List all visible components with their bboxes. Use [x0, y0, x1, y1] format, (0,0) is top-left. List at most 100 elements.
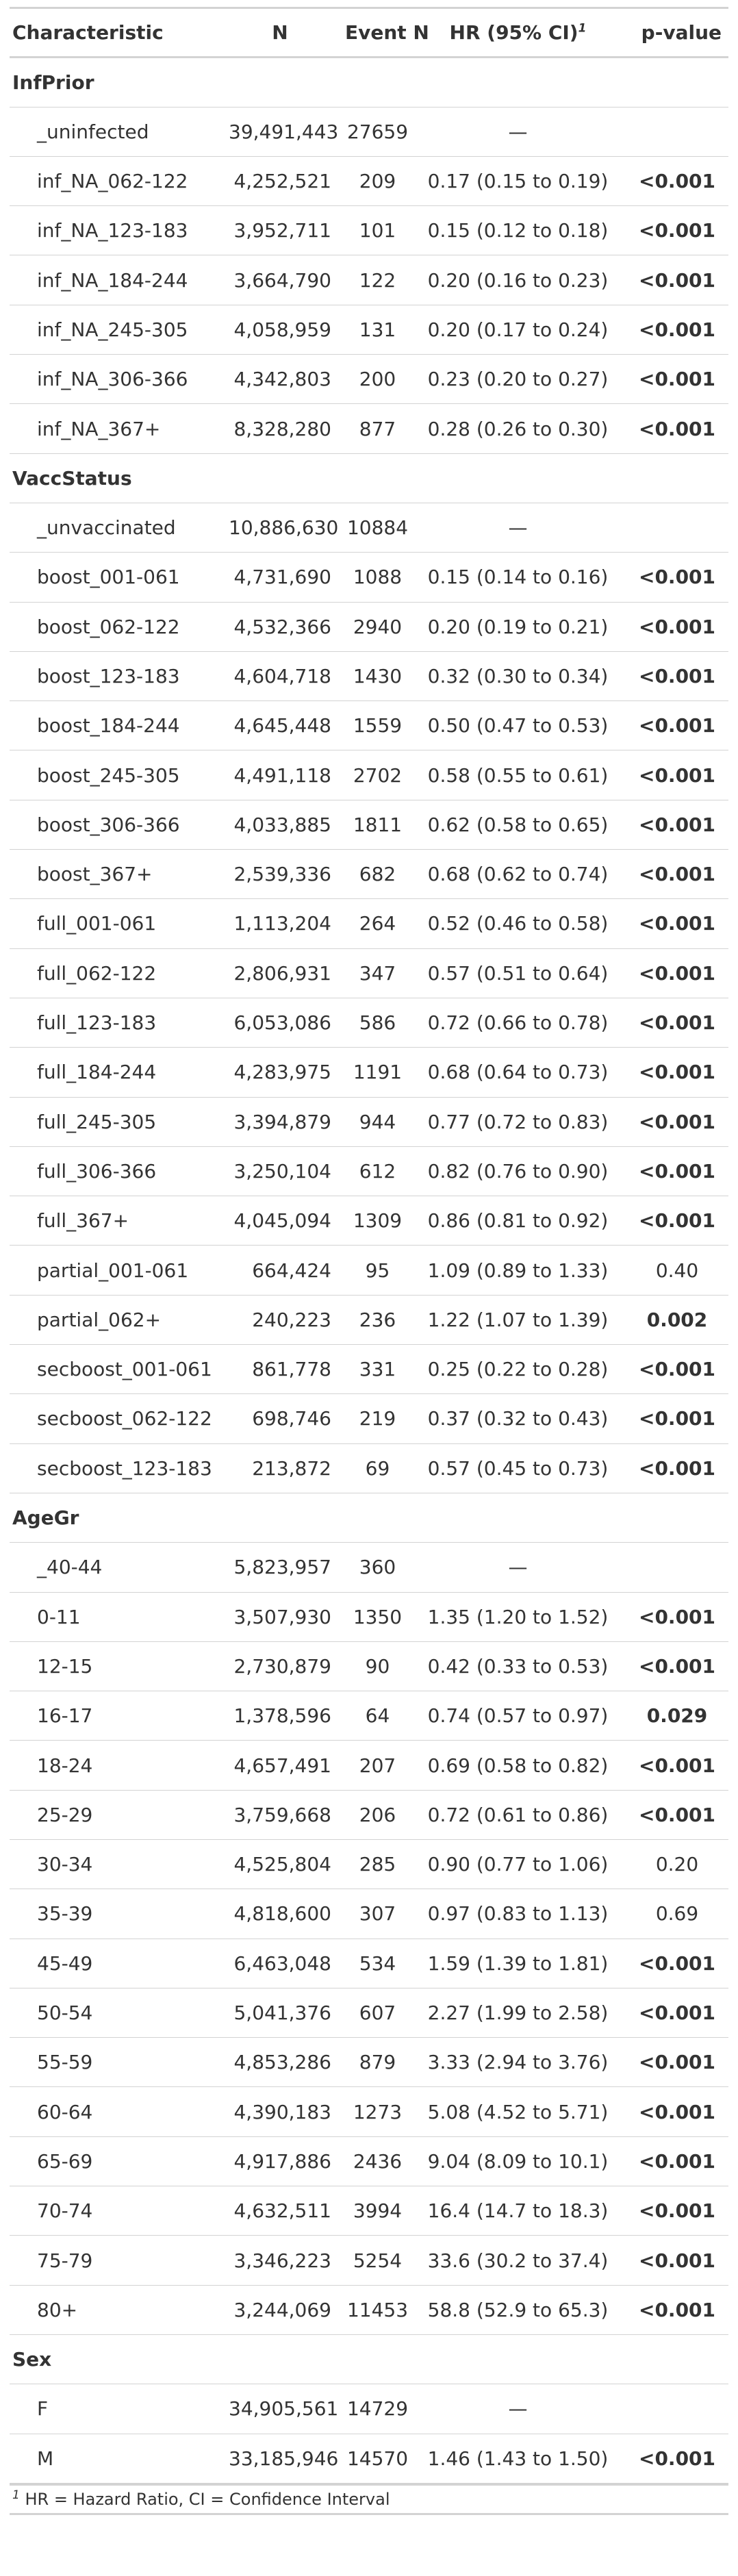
row-n: 4,604,718 [222, 651, 338, 702]
table-row: boost_245-305 4,491,118 2702 0.58 (0.55 to … [10, 750, 728, 800]
table-row: 50-54 5,041,376 607 2.27 (1.99 to 2.58) <0.0… [10, 1988, 728, 2038]
table-row: partial_001-061 664,424 95 1.09 (0.89 to 1.… [10, 1245, 728, 1296]
row-n: 4,283,975 [222, 1047, 338, 1098]
row-characteristic: 75-79 [10, 2235, 222, 2286]
group-row: Sex [10, 2334, 728, 2385]
row-n: 698,746 [222, 1393, 338, 1444]
row-event-n: 612 [338, 1146, 417, 1197]
row-hr: 58.8 (52.9 to 65.3) [417, 2285, 619, 2335]
row-p-value: <0.001 [619, 2037, 728, 2088]
row-event-n: 347 [338, 948, 417, 998]
row-p-value: <0.001 [619, 552, 728, 603]
header-event-n: Event N [338, 6, 429, 59]
row-hr: 0.69 (0.58 to 0.82) [417, 1740, 619, 1791]
group-label: Sex [10, 2334, 222, 2385]
row-n: 8,328,280 [222, 403, 338, 454]
row-event-n: 264 [338, 898, 417, 949]
group-empty-cell [222, 1493, 338, 1543]
row-n: 3,759,668 [222, 1790, 338, 1840]
row-event-n: 2436 [338, 2136, 417, 2187]
row-hr: 0.97 (0.83 to 1.13) [417, 1889, 619, 1939]
table-row: boost_062-122 4,532,366 2940 0.20 (0.19 to … [10, 602, 728, 652]
table-footnote: 1 HR = Hazard Ratio, CI = Confidence Int… [10, 2483, 728, 2515]
group-empty-cell [338, 2334, 417, 2385]
table-row: 0-11 3,507,930 1350 1.35 (1.20 to 1.52) <0.0… [10, 1592, 728, 1642]
table-row: boost_001-061 4,731,690 1088 0.15 (0.14 to … [10, 552, 728, 603]
row-hr: 0.20 (0.17 to 0.24) [417, 305, 619, 355]
row-event-n: 682 [338, 849, 417, 900]
row-p-value: <0.001 [619, 898, 728, 949]
header-n: N [222, 6, 338, 59]
table-row: full_001-061 1,113,204 264 0.52 (0.46 to 0.… [10, 898, 728, 949]
row-hr: 0.20 (0.19 to 0.21) [417, 602, 619, 652]
row-event-n: 95 [338, 1245, 417, 1296]
row-characteristic: 65-69 [10, 2136, 222, 2187]
row-n: 3,394,879 [222, 1097, 338, 1147]
row-hr: 0.28 (0.26 to 0.30) [417, 403, 619, 454]
table-row: secboost_123-183 213,872 69 0.57 (0.45 to 0… [10, 1443, 728, 1493]
row-p-value: <0.001 [619, 849, 728, 900]
row-characteristic: _uninfected [10, 107, 222, 157]
row-characteristic: inf_NA_184-244 [10, 255, 222, 305]
row-event-n: 586 [338, 998, 417, 1048]
row-p-value: <0.001 [619, 1047, 728, 1098]
table-row: 18-24 4,657,491 207 0.69 (0.58 to 0.82) <0.0… [10, 1740, 728, 1791]
table-row: inf_NA_062-122 4,252,521 209 0.17 (0.15 to … [10, 156, 728, 207]
row-n: 4,632,511 [222, 2186, 338, 2236]
row-characteristic: boost_062-122 [10, 602, 222, 652]
row-p-value: <0.001 [619, 1939, 728, 1988]
row-p-value: <0.001 [619, 156, 728, 207]
row-n: 6,053,086 [222, 998, 338, 1048]
row-n: 3,244,069 [222, 2285, 338, 2335]
row-hr: 1.22 (1.07 to 1.39) [417, 1295, 619, 1346]
table-body: InfPrior _uninfected 39,491,443 27659— inf_N… [10, 57, 728, 2484]
table-row: full_306-366 3,250,104 612 0.82 (0.76 to 0.… [10, 1146, 728, 1197]
row-n: 4,731,690 [222, 552, 338, 603]
table-row: full_245-305 3,394,879 944 0.77 (0.72 to 0.… [10, 1097, 728, 1147]
row-event-n: 1350 [338, 1592, 417, 1642]
row-event-n: 5254 [338, 2235, 417, 2286]
table-row: partial_062+ 240,223 236 1.22 (1.07 to 1.39… [10, 1295, 728, 1346]
row-characteristic: secboost_062-122 [10, 1393, 222, 1444]
row-characteristic: _unvaccinated [10, 503, 222, 553]
row-n: 10,886,630 [222, 503, 338, 553]
row-n: 4,033,885 [222, 800, 338, 850]
group-empty-cell [417, 453, 619, 503]
group-empty-cell [338, 57, 417, 108]
row-n: 5,823,957 [222, 1542, 338, 1593]
row-characteristic: boost_184-244 [10, 700, 222, 751]
row-characteristic: 50-54 [10, 1988, 222, 2038]
row-n: 4,657,491 [222, 1740, 338, 1791]
row-hr: 1.59 (1.39 to 1.81) [417, 1939, 619, 1988]
row-p-value: 0.029 [619, 1691, 728, 1741]
row-n: 240,223 [222, 1295, 338, 1346]
row-n: 2,730,879 [222, 1641, 338, 1692]
row-hr: 9.04 (8.09 to 10.1) [417, 2136, 619, 2187]
header-hr: HR (95% CI)1 [417, 6, 619, 59]
row-p-value: <0.001 [619, 403, 728, 454]
row-event-n: 1273 [338, 2086, 417, 2137]
row-event-n: 10884 [338, 503, 417, 553]
row-n: 2,539,336 [222, 849, 338, 900]
row-characteristic: inf_NA_245-305 [10, 305, 222, 355]
row-event-n: 1309 [338, 1196, 417, 1246]
row-p-value: <0.001 [619, 1344, 728, 1395]
row-n: 4,058,959 [222, 305, 338, 355]
group-empty-cell [338, 1493, 417, 1543]
row-p-value: 0.69 [619, 1889, 728, 1939]
row-hr: 0.57 (0.45 to 0.73) [417, 1443, 619, 1493]
group-empty-cell [417, 2334, 619, 2385]
table-row: inf_NA_184-244 3,664,790 122 0.20 (0.16 to … [10, 255, 728, 305]
row-p-value: 0.20 [619, 1839, 728, 1890]
row-hr: 0.15 (0.14 to 0.16) [417, 552, 619, 603]
row-p-value: <0.001 [619, 354, 728, 405]
row-p-value: <0.001 [619, 750, 728, 800]
row-n: 3,346,223 [222, 2235, 338, 2286]
row-p-value: <0.001 [619, 800, 728, 850]
group-label: AgeGr [10, 1493, 222, 1543]
row-event-n: 3994 [338, 2186, 417, 2236]
row-p-value: <0.001 [619, 998, 728, 1048]
row-event-n: 206 [338, 1790, 417, 1840]
table-row: full_184-244 4,283,975 1191 0.68 (0.64 to 0… [10, 1047, 728, 1098]
row-hr: 0.77 (0.72 to 0.83) [417, 1097, 619, 1147]
